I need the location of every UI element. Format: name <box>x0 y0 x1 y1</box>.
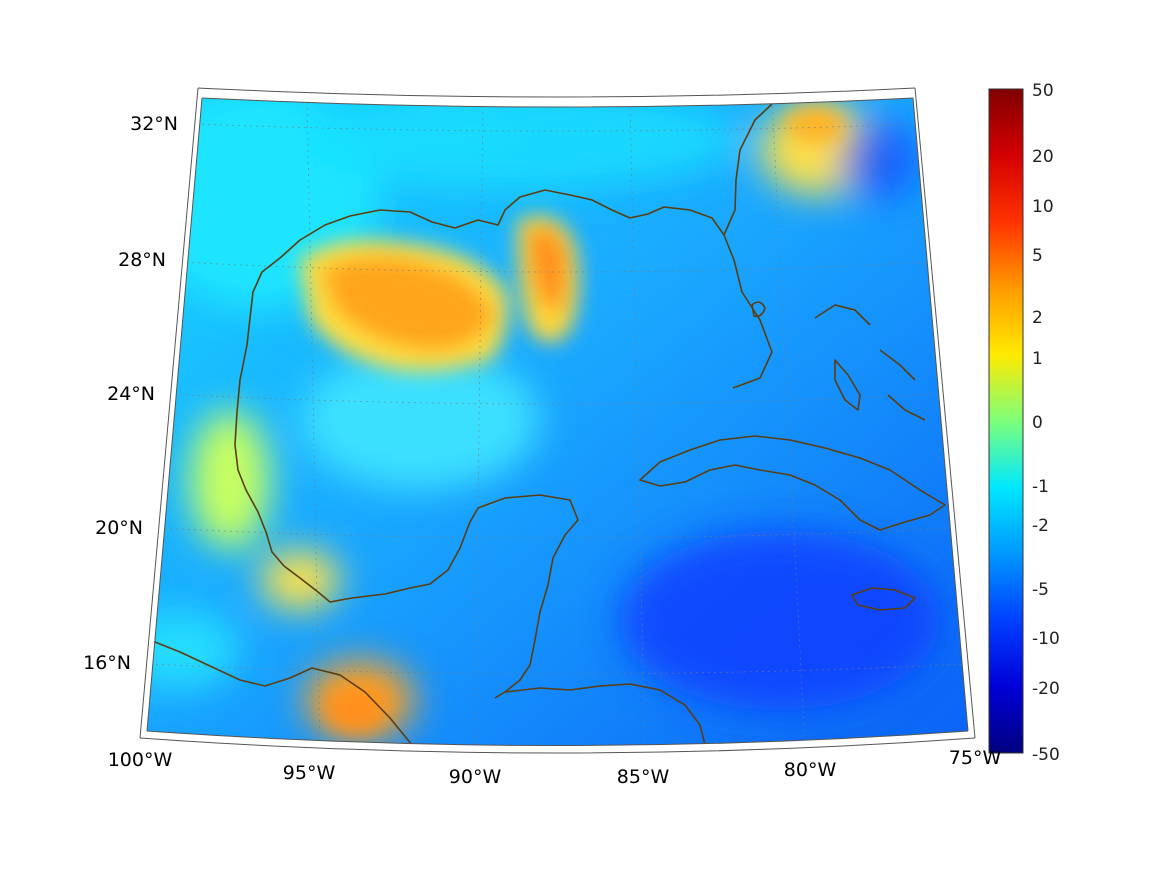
longitude-labels: 100°W 95°W 90°W 85°W 80°W 75°W <box>108 747 1002 788</box>
jamaica <box>851 587 916 611</box>
colorbar-label-10: 10 <box>1032 197 1054 217</box>
colorbar-label-neg1: -1 <box>1032 477 1049 497</box>
lon-label-85w: 85°W <box>617 766 670 788</box>
bahamas-andros <box>834 359 861 411</box>
lon-label-90w: 90°W <box>449 766 502 788</box>
colorbar-gradient <box>988 88 1024 754</box>
colorbar-label-20: 20 <box>1032 147 1054 167</box>
colorbar-label-5: 5 <box>1032 246 1043 266</box>
lon-label-95w: 95°W <box>283 762 336 784</box>
cuba <box>639 435 946 531</box>
colorbar-label-2: 2 <box>1032 308 1043 328</box>
colorbar <box>988 88 1024 754</box>
latitude-labels: 32°N 28°N 24°N 20°N 16°N <box>83 113 178 674</box>
lat-label-24n: 24°N <box>107 383 155 405</box>
map-frame <box>139 87 976 754</box>
colorbar-label-neg10: -10 <box>1032 629 1060 649</box>
colorbar-label-neg50: -50 <box>1032 745 1060 765</box>
lat-label-32n: 32°N <box>130 113 178 135</box>
pacific-coast <box>149 639 413 746</box>
gulf-coast-us-mexico <box>234 189 773 699</box>
lat-label-20n: 20°N <box>95 517 143 539</box>
colorbar-labels: 50 20 10 5 2 1 0 -1 -2 -5 -10 -20 -50 <box>1032 81 1060 765</box>
colorbar-label-neg5: -5 <box>1032 580 1049 600</box>
map-graticule <box>149 98 965 746</box>
colorbar-label-50: 50 <box>1032 81 1054 101</box>
colorbar-label-neg20: -20 <box>1032 679 1060 699</box>
colorbar-label-0: 0 <box>1032 413 1043 433</box>
lon-label-75w: 75°W <box>949 747 1002 769</box>
florida-atlantic-coast <box>723 103 773 236</box>
map-data-field <box>147 98 968 746</box>
colorbar-label-1: 1 <box>1032 349 1043 369</box>
lon-label-80w: 80°W <box>784 759 837 781</box>
coastlines <box>149 103 946 746</box>
lake-okeechobee <box>751 301 766 318</box>
bahamas-islands <box>814 304 926 421</box>
lon-label-100w: 100°W <box>108 749 173 771</box>
central-america-coast <box>504 683 706 746</box>
lat-label-28n: 28°N <box>118 249 166 271</box>
lat-label-16n: 16°N <box>83 652 131 674</box>
colorbar-label-neg2: -2 <box>1032 516 1049 536</box>
